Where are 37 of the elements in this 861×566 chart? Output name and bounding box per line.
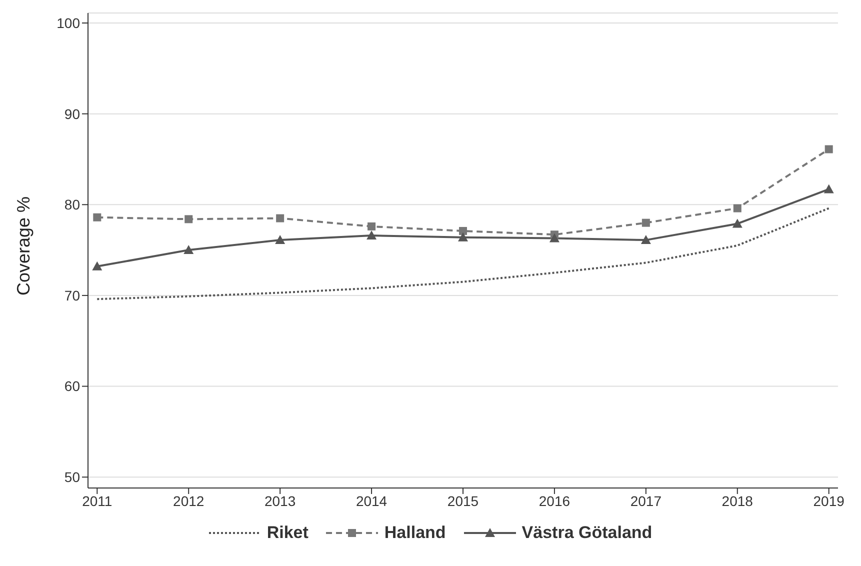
point xyxy=(733,204,742,212)
legend-label: Västra Götaland xyxy=(522,523,652,543)
point xyxy=(640,235,651,244)
point xyxy=(184,245,194,254)
point xyxy=(824,145,833,154)
line-series xyxy=(96,207,830,300)
y-tick-label: 100 xyxy=(56,14,80,31)
point xyxy=(459,226,467,235)
y-tick-label: 60 xyxy=(64,378,80,394)
point xyxy=(275,235,286,244)
point xyxy=(93,213,102,222)
point xyxy=(276,214,284,222)
point xyxy=(458,232,468,242)
y-tick-label: 90 xyxy=(64,106,80,122)
x-tick-label: 2015 xyxy=(447,492,479,509)
point xyxy=(732,218,742,228)
x-tick-label: 2011 xyxy=(82,492,112,509)
y-tick-label: 70 xyxy=(64,287,80,304)
y-tick-label: 80 xyxy=(64,196,80,213)
y-tick-label: 50 xyxy=(64,469,80,486)
y-axis-title: Coverage % xyxy=(13,196,34,296)
legend-label: Halland xyxy=(384,523,446,543)
x-tick-label: 2013 xyxy=(264,492,296,509)
x-tick-label: 2014 xyxy=(356,492,388,509)
x-tick-label: 2018 xyxy=(722,492,754,509)
point xyxy=(184,215,193,224)
x-tick-label: 2017 xyxy=(630,492,662,509)
point xyxy=(92,261,102,270)
x-tick-label: 2012 xyxy=(173,492,204,509)
legend-label: Riket xyxy=(266,523,308,543)
x-tick-label: 2019 xyxy=(813,492,845,509)
point xyxy=(642,218,650,227)
point xyxy=(368,222,376,230)
point xyxy=(824,184,834,194)
x-tick-label: 2016 xyxy=(538,492,570,509)
point xyxy=(366,230,377,240)
point xyxy=(549,233,560,242)
